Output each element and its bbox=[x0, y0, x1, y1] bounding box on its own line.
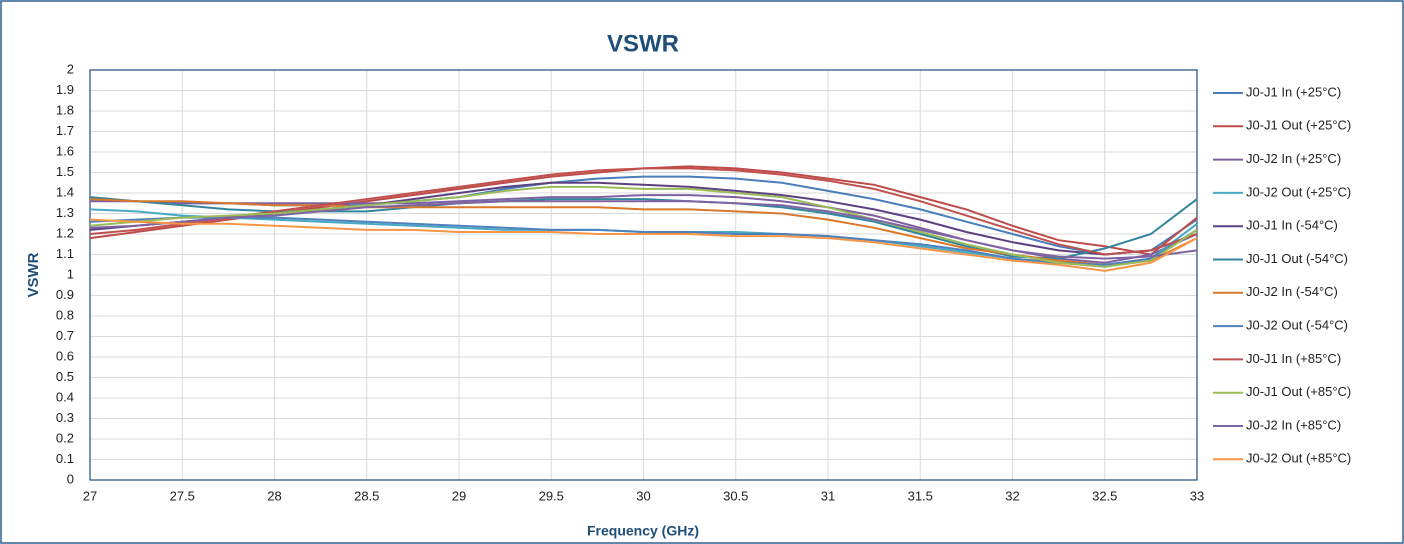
legend-label: J0-J2 Out (+85°C) bbox=[1246, 451, 1351, 466]
y-tick-label: 0 bbox=[67, 471, 74, 486]
x-tick-label: 33 bbox=[1190, 488, 1204, 503]
x-tick-label: 29 bbox=[452, 488, 466, 503]
legend-label: J0-J1 In (-54°C) bbox=[1246, 218, 1338, 233]
y-tick-label: 0.6 bbox=[56, 348, 74, 363]
legend-label: J0-J2 In (-54°C) bbox=[1246, 284, 1338, 299]
legend-label: J0-J1 Out (+25°C) bbox=[1246, 118, 1351, 133]
x-tick-label: 30 bbox=[636, 488, 650, 503]
y-tick-label: 0.3 bbox=[56, 410, 74, 425]
series-line bbox=[89, 185, 1198, 268]
y-tick-label: 1.2 bbox=[56, 225, 74, 240]
y-tick-label: 1.5 bbox=[56, 164, 74, 179]
x-tick-label: 31.5 bbox=[908, 488, 933, 503]
series-line bbox=[89, 218, 1198, 272]
y-tick-label: 0.8 bbox=[56, 307, 74, 322]
legend-label: J0-J2 Out (+25°C) bbox=[1246, 184, 1351, 199]
y-tick-label: 1.8 bbox=[56, 102, 74, 117]
legend-label: J0-J2 In (+85°C) bbox=[1246, 417, 1341, 432]
y-tick-label: 1.9 bbox=[56, 82, 74, 97]
y-tick-label: 1.7 bbox=[56, 123, 74, 138]
y-tick-label: 0.9 bbox=[56, 287, 74, 302]
x-tick-label: 27 bbox=[83, 488, 97, 503]
legend-label: J0-J1 In (+85°C) bbox=[1246, 351, 1341, 366]
legend-label: J0-J2 Out (-54°C) bbox=[1246, 318, 1348, 333]
legend-label: J0-J1 Out (-54°C) bbox=[1246, 251, 1348, 266]
y-tick-label: 0.7 bbox=[56, 328, 74, 343]
legend-label: J0-J2 In (+25°C) bbox=[1246, 151, 1341, 166]
y-tick-label: 0.4 bbox=[56, 389, 74, 404]
y-tick-label: 2 bbox=[67, 61, 74, 76]
y-tick-label: 0.5 bbox=[56, 369, 74, 384]
x-tick-label: 32 bbox=[1005, 488, 1019, 503]
x-tick-label: 31 bbox=[821, 488, 835, 503]
series-line bbox=[89, 216, 1198, 266]
chart-title: VSWR bbox=[607, 30, 679, 57]
x-tick-label: 27.5 bbox=[170, 488, 195, 503]
y-tick-label: 1.6 bbox=[56, 143, 74, 158]
y-tick-label: 1.4 bbox=[56, 184, 74, 199]
y-axis-label: VSWR bbox=[25, 252, 42, 297]
y-tick-label: 0.1 bbox=[56, 451, 74, 466]
legend-label: J0-J1 In (+25°C) bbox=[1246, 84, 1341, 99]
x-tick-label: 30.5 bbox=[723, 488, 748, 503]
series-line bbox=[89, 200, 1198, 260]
legend-label: J0-J1 Out (+85°C) bbox=[1246, 384, 1351, 399]
plot-border bbox=[89, 69, 1198, 481]
y-tick-label: 1.1 bbox=[56, 246, 74, 261]
y-tick-label: 1.3 bbox=[56, 205, 74, 220]
y-tick-label: 1 bbox=[67, 266, 74, 281]
y-tick-label: 0.2 bbox=[56, 430, 74, 445]
x-tick-label: 32.5 bbox=[1092, 488, 1117, 503]
x-tick-label: 28 bbox=[267, 488, 281, 503]
series-line bbox=[89, 167, 1198, 256]
x-tick-label: 29.5 bbox=[539, 488, 564, 503]
x-tick-label: 28.5 bbox=[354, 488, 379, 503]
x-axis-label: Frequency (GHz) bbox=[587, 523, 699, 539]
